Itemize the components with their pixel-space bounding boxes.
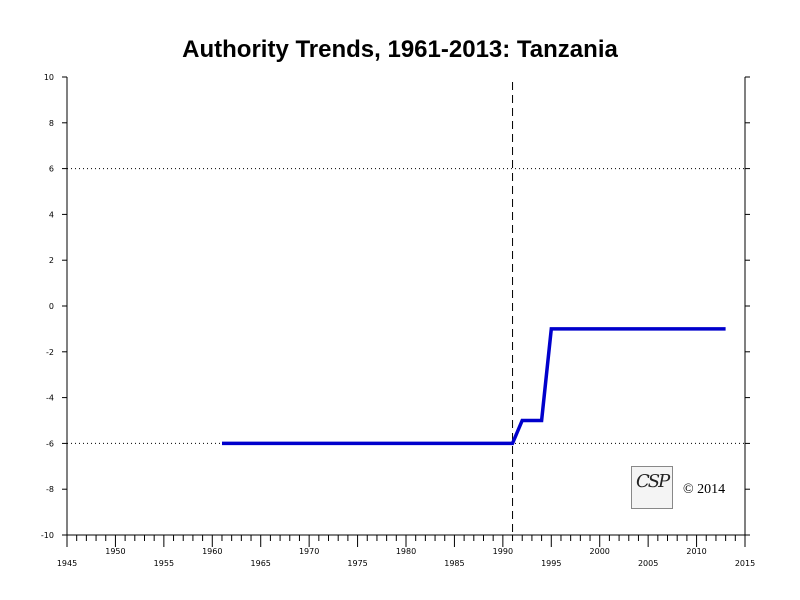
y-tick-label: -2 — [46, 348, 54, 357]
x-tick-label-lower: 1995 — [541, 559, 561, 568]
x-tick-label-lower: 2015 — [735, 559, 755, 568]
y-tick-label: -8 — [46, 485, 54, 494]
y-tick-label: 0 — [49, 302, 54, 311]
y-tick-label: 6 — [49, 165, 54, 174]
x-tick-label-lower: 2005 — [638, 559, 658, 568]
x-tick-label-upper: 1980 — [396, 547, 416, 556]
x-tick-label-upper: 2010 — [686, 547, 706, 556]
series-layer — [222, 327, 726, 446]
x-tick-label-lower: 1975 — [347, 559, 367, 568]
y-tick-label: 10 — [44, 73, 54, 82]
y-tick-label: 8 — [49, 119, 54, 128]
ticks: 10 8 6 4 2 0 -2 -4 -6 -8 -10 1950 1960 1970 1980 1990 20… — [41, 73, 755, 568]
x-tick-label-upper: 2000 — [590, 547, 610, 556]
y-tick-label: -4 — [46, 394, 54, 403]
x-tick-label-upper: 1950 — [105, 547, 125, 556]
x-tick-label-lower: 1945 — [57, 559, 77, 568]
x-tick-label-upper: 1990 — [493, 547, 513, 556]
logo-text: CSP — [636, 471, 670, 492]
x-tick-label-lower: 1955 — [154, 559, 174, 568]
csp-logo: CSP — [631, 466, 673, 509]
x-tick-label-lower: 1965 — [251, 559, 271, 568]
copyright-text: © 2014 — [683, 482, 726, 497]
y-tick-label: -10 — [41, 531, 54, 540]
x-tick-label-upper: 1970 — [299, 547, 319, 556]
chart-title: Authority Trends, 1961-2013: Tanzania — [182, 36, 618, 63]
y-tick-label: -6 — [46, 439, 54, 448]
x-tick-label-lower: 1985 — [444, 559, 464, 568]
reference-lines — [67, 168, 745, 444]
y-tick-label: 4 — [49, 210, 54, 219]
x-tick-label-upper: 1960 — [202, 547, 222, 556]
series-line-0 — [222, 327, 726, 446]
y-tick-label: 2 — [49, 256, 54, 265]
